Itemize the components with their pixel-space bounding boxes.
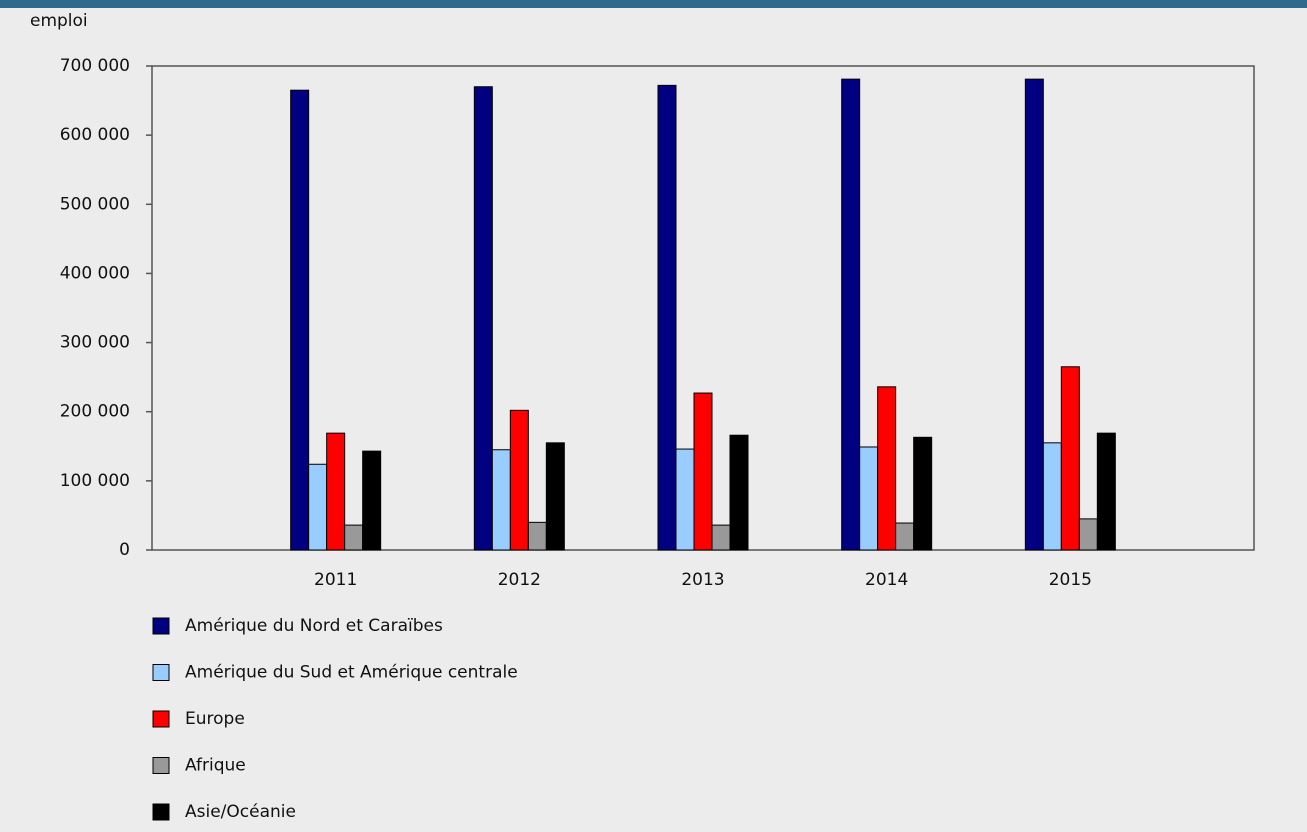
legend-label: Amérique du Nord et Caraïbes <box>185 616 443 636</box>
y-tick-label: 100 000 <box>60 471 130 491</box>
y-tick-label: 500 000 <box>60 194 130 214</box>
legend-label: Afrique <box>185 756 246 776</box>
legend-swatch <box>152 664 170 681</box>
y-tick-label: 600 000 <box>60 125 130 145</box>
legend-swatch <box>152 617 170 635</box>
x-tick-label: 2014 <box>865 570 908 590</box>
bar <box>675 448 695 551</box>
legend-swatch <box>152 757 170 774</box>
legend-label: Europe <box>185 709 245 729</box>
bar <box>1042 442 1062 551</box>
bar <box>693 392 713 551</box>
bar <box>841 78 861 551</box>
bar <box>308 463 328 551</box>
bar <box>545 442 565 551</box>
y-tick-label: 700 000 <box>60 56 130 76</box>
bar <box>344 524 364 551</box>
x-tick-label: 2015 <box>1049 570 1092 590</box>
bar <box>1096 432 1116 551</box>
bar <box>913 436 933 551</box>
legend-label: Asie/Océanie <box>185 802 296 822</box>
bar <box>290 89 310 551</box>
y-tick-label: 200 000 <box>60 402 130 422</box>
bar <box>1024 78 1044 551</box>
legend-swatch <box>152 803 170 821</box>
bar <box>895 522 915 551</box>
bar <box>1078 518 1098 551</box>
y-axis-label: emploi <box>30 11 88 31</box>
bar <box>657 84 677 551</box>
legend-swatch <box>152 710 170 728</box>
legend-label: Amérique du Sud et Amérique centrale <box>185 663 518 683</box>
bar <box>711 524 731 551</box>
top-strip <box>0 0 1307 8</box>
bar <box>326 432 346 551</box>
bar <box>729 434 749 551</box>
y-tick-label: 400 000 <box>60 263 130 283</box>
y-tick-label: 0 <box>119 540 130 560</box>
bar <box>491 449 511 551</box>
x-tick-label: 2013 <box>681 570 724 590</box>
bar <box>473 86 493 551</box>
bar <box>362 450 382 551</box>
bar <box>509 409 529 551</box>
y-tick-label: 300 000 <box>60 333 130 353</box>
x-tick-label: 2011 <box>314 570 357 590</box>
bar <box>527 521 547 551</box>
bar <box>1060 366 1080 551</box>
bar <box>859 446 879 551</box>
x-tick-label: 2012 <box>498 570 541 590</box>
bar <box>877 386 897 551</box>
